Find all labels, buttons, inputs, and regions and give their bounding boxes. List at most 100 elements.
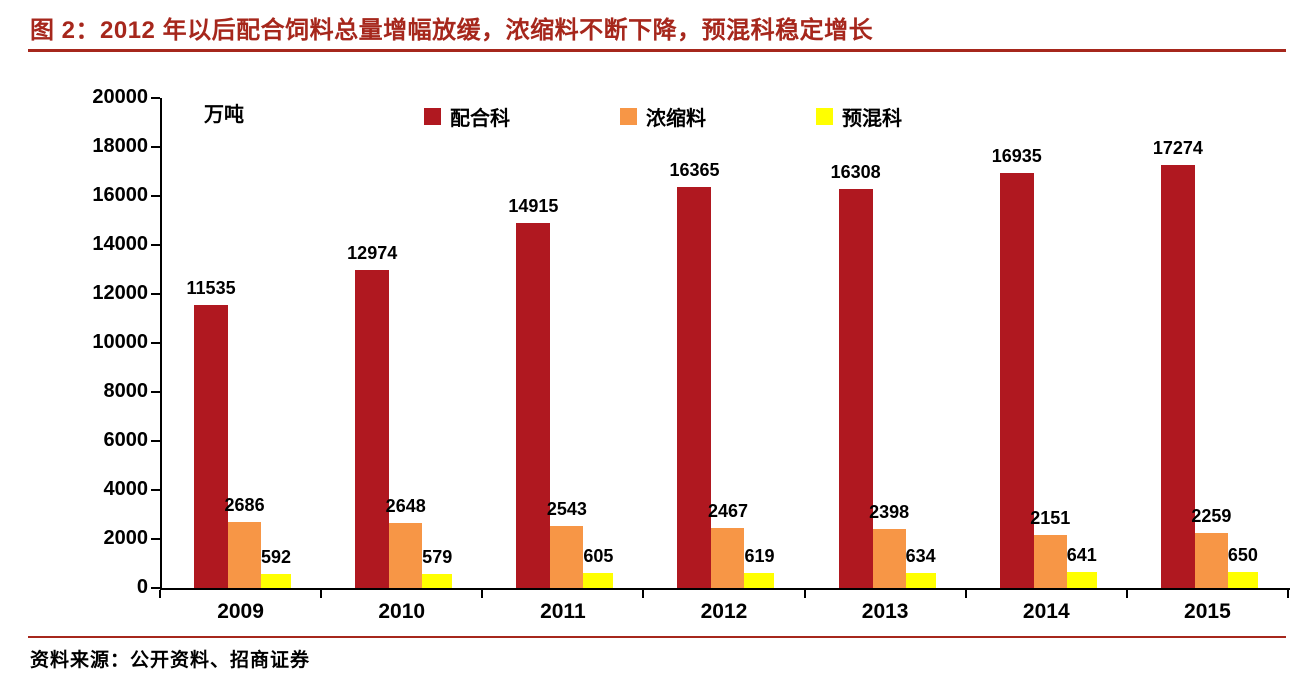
bar-预混科-2012: 619 [744,546,775,588]
bar-group-2015: 17274 2259 650 [1129,98,1290,588]
x-tick-label: 2015 [1184,600,1231,623]
x-tick-label: 2013 [861,600,909,623]
bar-value-label: 2151 [1030,508,1071,529]
bar-配合科-2012: 16365 [669,160,720,588]
bar-浓缩料-2014: 2151 [1030,508,1070,588]
x-tick-mark [1125,590,1128,598]
bar-value-label: 634 [905,545,936,566]
bar-value-label: 2543 [546,498,587,519]
bar-预混科-2013: 634 [906,546,936,588]
x-tick-mark [642,590,645,598]
bar-value-label: 605 [583,546,614,567]
bar-预混科-2014: 641 [1067,545,1097,588]
x-tick-mark [964,590,967,598]
bar-value-label: 12974 [347,243,398,264]
y-tick-label: 2000 [103,527,149,549]
plot-area: 万吨 配合科 浓缩料 预混科 11535 2686 592 12974 2648 579 149… [160,98,1290,590]
y-tick-mark [151,146,160,148]
x-tick-mark [159,590,161,598]
bar-value-label: 16365 [669,160,720,181]
x-tick-label: 2014 [1022,600,1070,623]
bar-groups: 11535 2686 592 12974 2648 579 14915 2543 605 1636… [162,98,1290,588]
y-tick-label: 18000 [92,135,148,157]
legend-swatch-浓缩料 [620,108,637,125]
bar-value-label: 2648 [385,496,426,517]
legend-label: 浓缩料 [646,108,706,130]
bar-浓缩料-2009: 2686 [225,495,265,588]
bar-配合科-2010: 12974 [347,243,397,588]
bar-group-2010: 12974 2648 579 [323,98,484,588]
x-tick-label: 2011 [540,600,586,623]
bar-value-label: 11535 [186,278,236,299]
bar-value-label: 2467 [707,500,749,521]
bar-浓缩料-2011: 2543 [547,499,587,588]
bar-配合科-2011: 14915 [508,196,558,588]
bar-value-label: 2398 [869,502,910,523]
bar-预混科-2009: 592 [261,547,291,588]
y-tick-mark [151,97,160,99]
figure-title: 图 2：2012 年以后配合饲料总量增幅放缓，浓缩料不断下降，预混科稳定增长 [30,17,874,44]
bar-配合科-2014: 16935 [992,146,1042,588]
bar-配合科-2013: 16308 [831,162,881,588]
bar-value-label: 14915 [508,195,559,216]
y-tick-mark [151,342,160,344]
y-tick-label: 14000 [92,233,148,255]
bar-配合科-2009: 11535 [187,278,236,588]
x-tick-mark [481,590,484,598]
bar-value-label: 641 [1066,545,1097,566]
legend: 配合科 浓缩料 预混科 [424,102,902,131]
y-tick-label: 0 [136,576,148,598]
bar-chart: 万吨 配合科 浓缩料 预混科 11535 2686 592 12974 2648 579 149… [0,58,1310,628]
bar-value-label: 2259 [1191,505,1232,526]
title-divider [28,49,1286,52]
bar-浓缩料-2015: 2259 [1191,506,1231,588]
legend-swatch-配合科 [424,108,441,125]
y-tick-mark [151,440,160,442]
x-tick-mark [803,590,806,598]
bar-group-2014: 16935 2151 641 [968,98,1129,588]
legend-label: 预混科 [842,108,902,130]
bar-value-label: 16935 [991,146,1042,167]
bar-group-2011: 14915 2543 605 [484,98,645,588]
x-tick-label: 2012 [700,600,748,623]
y-tick-label: 12000 [92,282,148,304]
bar-group-2012: 16365 2467 619 [645,98,806,588]
bar-value-label: 592 [261,546,292,567]
y-tick-mark [151,489,160,491]
source-note: 资料来源：公开资料、招商证券 [30,650,311,671]
y-tick-mark [151,538,160,540]
legend-label: 配合科 [450,108,510,130]
bar-value-label: 619 [744,545,775,566]
y-axis-unit-label: 万吨 [204,104,244,126]
y-tick-mark [151,244,160,246]
legend-swatch-预混科 [816,108,833,125]
y-tick-label: 6000 [103,429,149,451]
y-tick-mark [151,587,160,589]
legend-item-浓缩料: 浓缩料 [620,102,706,131]
legend-item-预混科: 预混科 [816,102,902,131]
bar-浓缩料-2013: 2398 [869,502,909,588]
x-tick-label: 2009 [217,600,264,623]
x-tick-mark [320,590,323,598]
bar-浓缩料-2010: 2648 [386,496,426,588]
y-tick-label: 16000 [92,184,148,206]
bar-value-label: 2686 [224,495,265,516]
bar-value-label: 17274 [1152,137,1203,158]
bar-配合科-2015: 17274 [1153,138,1203,588]
footer-divider [28,636,1286,638]
bar-value-label: 579 [422,546,453,567]
bar-预混科-2015: 650 [1228,545,1258,588]
y-tick-mark [151,195,160,197]
bar-value-label: 650 [1227,545,1258,566]
bar-group-2013: 16308 2398 634 [807,98,968,588]
y-tick-label: 8000 [103,380,149,402]
bar-预混科-2011: 605 [583,546,613,588]
y-tick-mark [151,293,160,295]
y-tick-label: 10000 [92,331,148,353]
y-tick-label: 4000 [103,478,149,500]
bar-浓缩料-2012: 2467 [708,501,748,588]
x-axis-labels: 2009 2010 2011 2012 2013 2014 2015 [160,600,1288,624]
bar-value-label: 16308 [830,161,881,182]
bar-group-2009: 11535 2686 592 [162,98,323,588]
